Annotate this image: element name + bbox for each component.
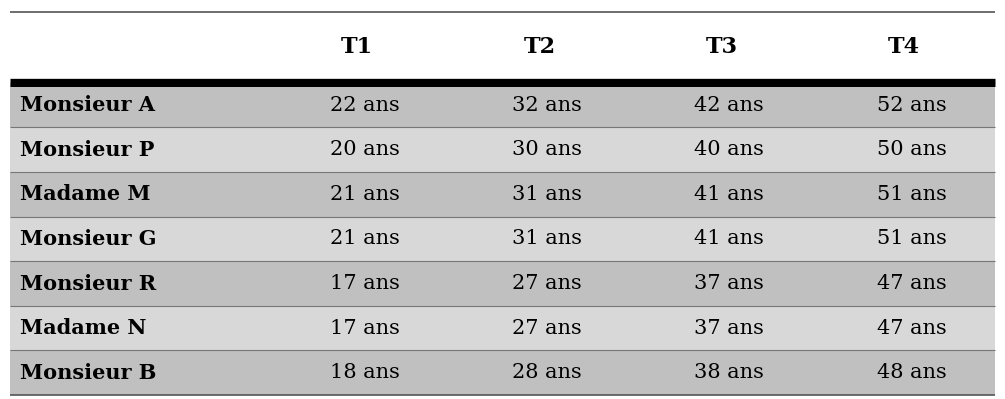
Text: 17 ans: 17 ans — [330, 274, 400, 293]
Text: 21 ans: 21 ans — [330, 229, 400, 249]
Text: 38 ans: 38 ans — [694, 363, 764, 382]
Text: 21 ans: 21 ans — [330, 185, 400, 204]
Text: T2: T2 — [524, 36, 556, 58]
Bar — [10, 12, 995, 83]
Text: Monsieur G: Monsieur G — [20, 229, 157, 249]
Text: 28 ans: 28 ans — [513, 363, 582, 382]
Text: 47 ans: 47 ans — [876, 319, 947, 338]
Text: Monsieur P: Monsieur P — [20, 140, 155, 160]
Text: 22 ans: 22 ans — [330, 96, 400, 115]
Text: Monsieur B: Monsieur B — [20, 363, 157, 383]
Bar — [10, 350, 995, 395]
Text: 48 ans: 48 ans — [876, 363, 947, 382]
Text: 27 ans: 27 ans — [513, 319, 582, 338]
Text: Monsieur R: Monsieur R — [20, 274, 157, 294]
Bar — [10, 127, 995, 172]
Bar — [10, 217, 995, 261]
Text: T4: T4 — [887, 36, 920, 58]
Text: 32 ans: 32 ans — [513, 96, 582, 115]
Text: 52 ans: 52 ans — [876, 96, 947, 115]
Text: 37 ans: 37 ans — [694, 319, 764, 338]
Text: 40 ans: 40 ans — [694, 140, 764, 159]
Text: 31 ans: 31 ans — [513, 185, 582, 204]
Text: 42 ans: 42 ans — [694, 96, 764, 115]
Text: Madame N: Madame N — [20, 318, 147, 338]
Text: 30 ans: 30 ans — [513, 140, 582, 159]
Text: Monsieur A: Monsieur A — [20, 95, 156, 115]
Text: 47 ans: 47 ans — [876, 274, 947, 293]
Bar — [10, 261, 995, 306]
Text: 18 ans: 18 ans — [330, 363, 400, 382]
Text: 51 ans: 51 ans — [876, 185, 947, 204]
Text: 41 ans: 41 ans — [694, 185, 764, 204]
Text: 17 ans: 17 ans — [330, 319, 400, 338]
Bar — [10, 306, 995, 350]
Text: Madame M: Madame M — [20, 184, 151, 204]
Text: 50 ans: 50 ans — [876, 140, 947, 159]
Text: 20 ans: 20 ans — [330, 140, 400, 159]
Text: 37 ans: 37 ans — [694, 274, 764, 293]
Text: 27 ans: 27 ans — [513, 274, 582, 293]
Text: 31 ans: 31 ans — [513, 229, 582, 249]
Bar — [10, 172, 995, 217]
Text: T3: T3 — [706, 36, 738, 58]
Text: 41 ans: 41 ans — [694, 229, 764, 249]
Text: 51 ans: 51 ans — [876, 229, 947, 249]
Text: T1: T1 — [341, 36, 373, 58]
Bar — [10, 83, 995, 127]
